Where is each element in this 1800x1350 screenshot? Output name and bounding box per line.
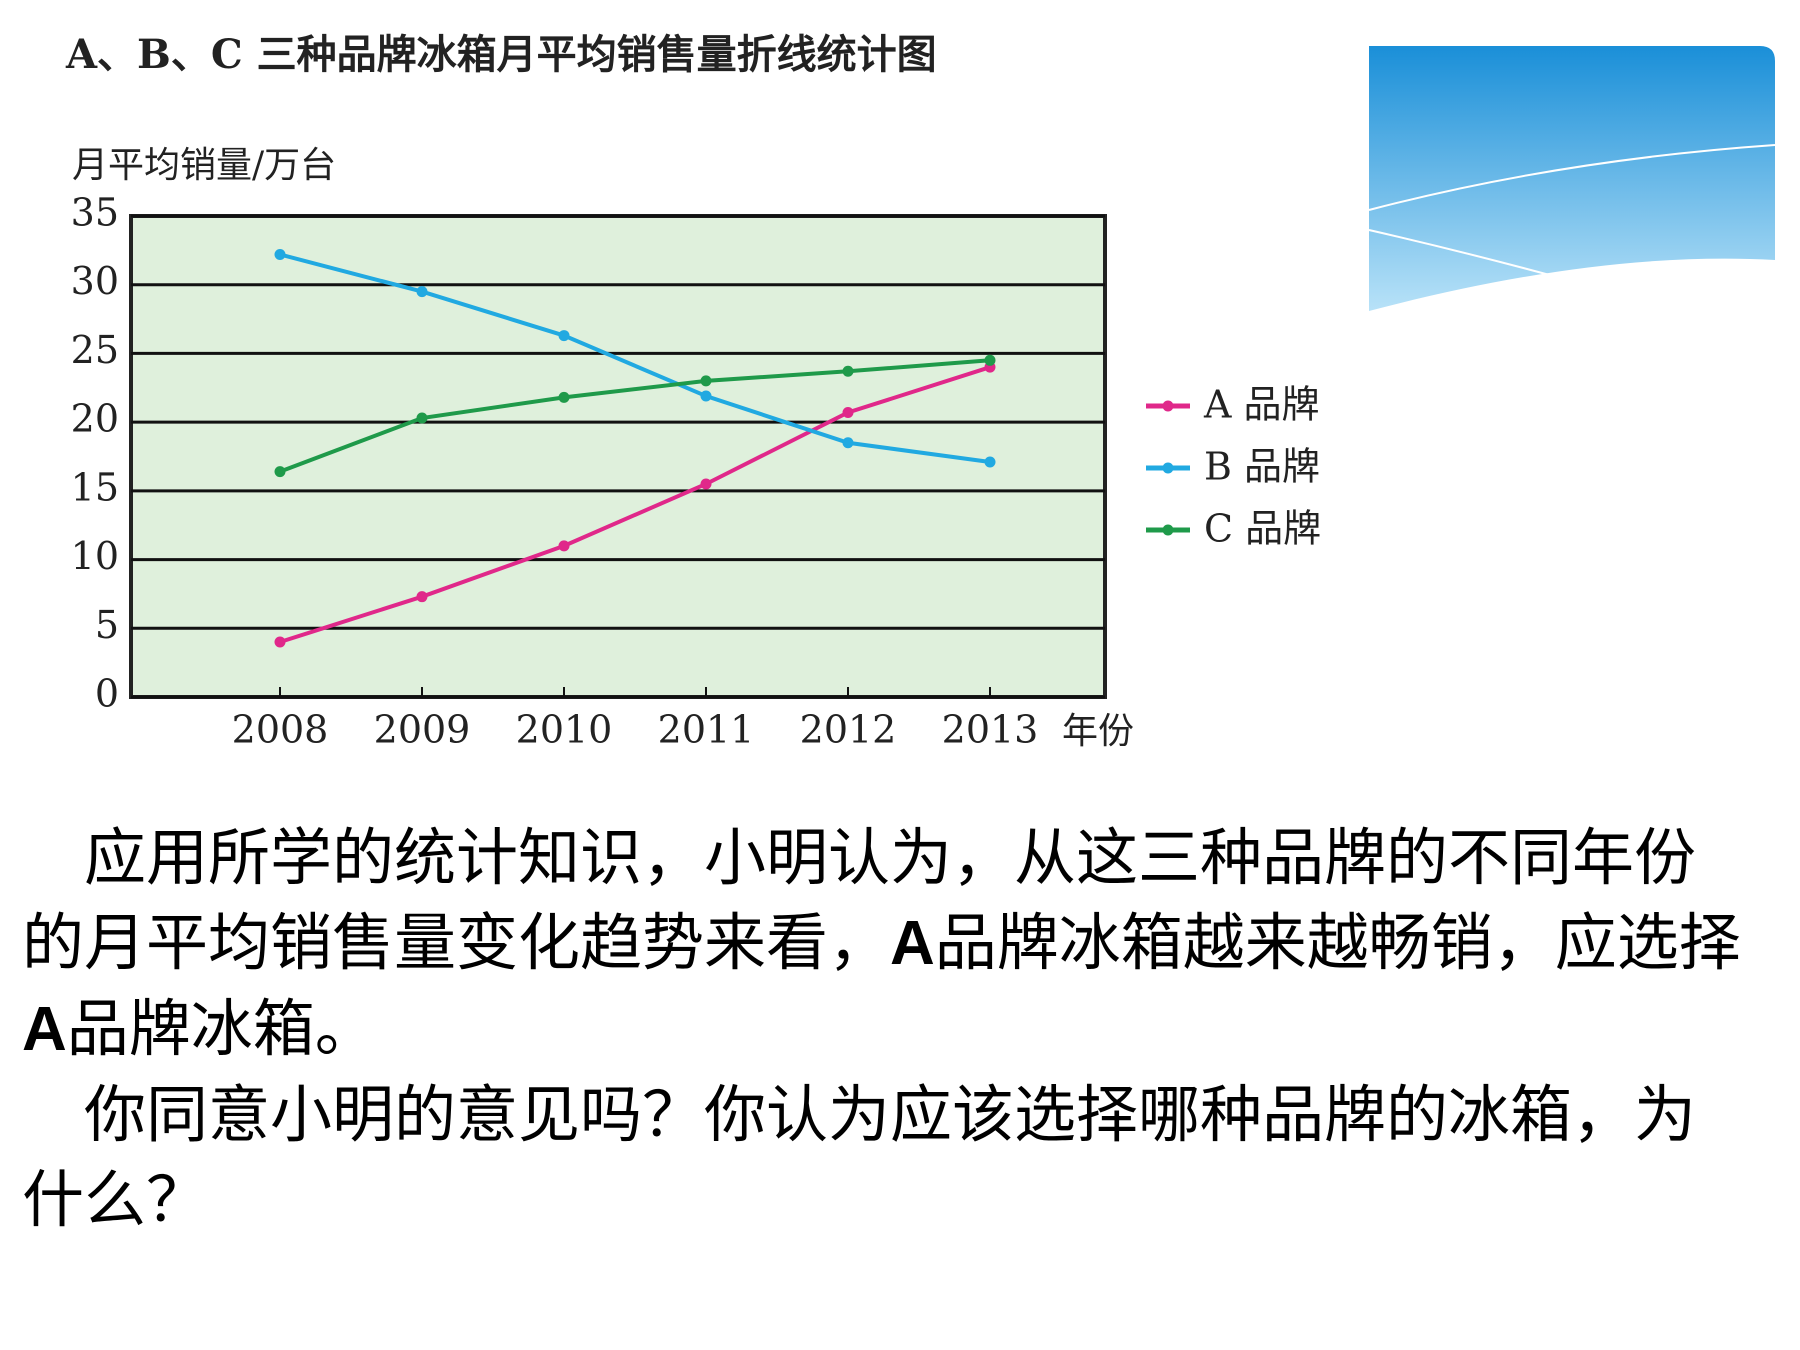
decoration-line — [1368, 144, 1776, 211]
data-point — [700, 478, 712, 490]
series-line — [279, 252, 991, 464]
data-point — [700, 390, 712, 402]
data-point — [558, 540, 570, 552]
x-tick-label: 2010 — [516, 708, 613, 752]
x-tick-label: 2013 — [942, 708, 1039, 752]
data-point — [416, 286, 428, 298]
legend-label: C 品牌 — [1204, 507, 1321, 551]
y-tick-label: 25 — [71, 328, 119, 372]
data-point — [416, 412, 428, 424]
series-line — [279, 358, 991, 474]
x-tick-label: 2009 — [374, 708, 471, 752]
text: A — [22, 995, 67, 1064]
y-tick-label: 20 — [71, 397, 119, 441]
decoration-line — [1368, 229, 1641, 301]
x-tick-label: 2012 — [800, 708, 897, 752]
y-tick-label: 0 — [95, 672, 119, 716]
y-tick-label: 30 — [71, 259, 119, 303]
y-tick-label: 35 — [71, 191, 119, 235]
legend-label: B 品牌 — [1204, 445, 1320, 489]
data-point — [984, 456, 996, 468]
data-point — [842, 437, 854, 449]
decoration — [1369, 46, 1775, 311]
text: 应用所学的统计知识，小明认为，从这三种品牌的不同年份的月平均销售量变化趋势来看， — [22, 821, 1697, 979]
series-line — [279, 365, 991, 644]
text: 你同意小明的意见吗？你认为应该选择哪种品牌的冰箱，为什么？ — [22, 1078, 1697, 1236]
legend-dot — [1162, 462, 1174, 474]
y-axis-label: 月平均销量/万台 — [72, 145, 336, 186]
legend-dot — [1162, 400, 1174, 412]
y-tick-label: 15 — [71, 465, 119, 509]
data-point — [842, 365, 854, 377]
data-point — [558, 330, 570, 342]
data-point — [842, 407, 854, 419]
chart-title: A、B、C 三种品牌冰箱月平均销售量折线统计图 — [65, 31, 937, 78]
legend-label: A 品牌 — [1203, 383, 1320, 427]
text: 品牌冰箱越来越畅销，应选择 — [934, 906, 1741, 979]
paragraph: 你同意小明的意见吗？你认为应该选择哪种品牌的冰箱，为什么？ — [22, 1072, 1742, 1242]
data-point — [984, 354, 996, 366]
data-point — [274, 248, 286, 260]
x-axis-label: 年份 — [1062, 711, 1134, 752]
data-point — [274, 636, 286, 648]
text: 品牌冰箱。 — [66, 992, 377, 1065]
y-tick-label: 10 — [71, 534, 119, 578]
paragraph: 应用所学的统计知识，小明认为，从这三种品牌的不同年份的月平均销售量变化趋势来看，… — [22, 815, 1742, 1072]
text: A — [890, 909, 935, 978]
question-text: 应用所学的统计知识，小明认为，从这三种品牌的不同年份的月平均销售量变化趋势来看，… — [22, 815, 1742, 1242]
legend-dot — [1162, 524, 1174, 536]
data-point — [274, 466, 286, 478]
data-point — [558, 391, 570, 403]
x-tick-label: 2008 — [232, 708, 329, 752]
y-tick-label: 5 — [95, 603, 119, 647]
data-point — [416, 591, 428, 603]
data-point — [700, 375, 712, 387]
x-tick-label: 2011 — [658, 708, 755, 752]
